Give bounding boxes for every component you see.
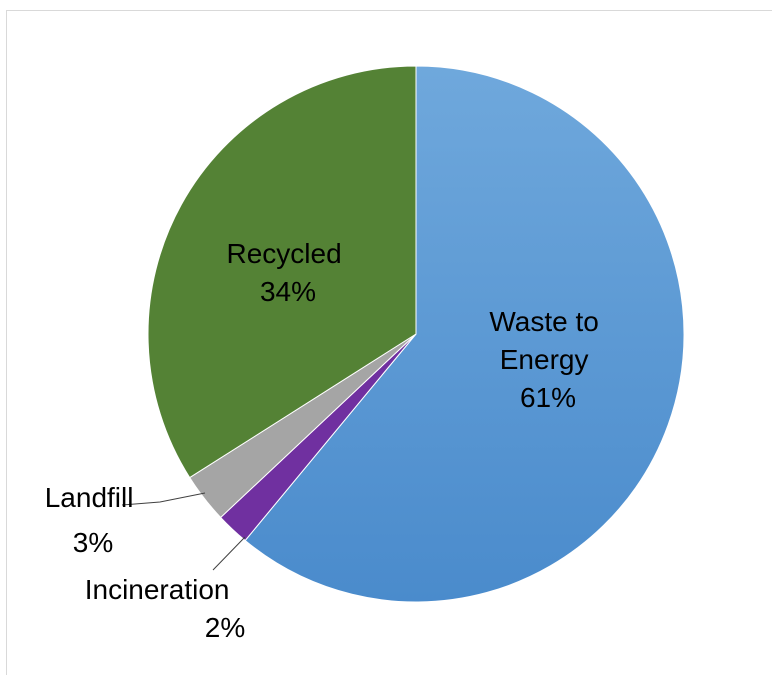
slice-label-line: Landfill [45, 482, 134, 513]
slice-value: 3% [73, 527, 113, 558]
incineration-leader-line [212, 536, 246, 571]
slice-value: 61% [520, 382, 576, 413]
slice-label-line: Recycled [227, 238, 342, 269]
slice-label-line: Energy [500, 344, 589, 375]
slice-label-line: Incineration [85, 574, 230, 605]
pie-slice-waste-to-energy [244, 65, 685, 603]
slice-label-line: Waste to [489, 306, 598, 337]
data-label-waste-to-energy: Waste to Energy 61% [489, 306, 606, 413]
data-label-recycled: Recycled 34% [227, 238, 350, 307]
data-label-landfill: Landfill 3% [45, 482, 142, 558]
pie-slice-recycled [147, 65, 417, 479]
data-label-incineration: Incineration 2% [85, 574, 246, 643]
chart-area [6, 10, 772, 675]
slice-value: 34% [260, 276, 316, 307]
landfill-leader-line [121, 492, 206, 506]
slice-value: 2% [205, 612, 245, 643]
pie-slices [147, 65, 685, 603]
